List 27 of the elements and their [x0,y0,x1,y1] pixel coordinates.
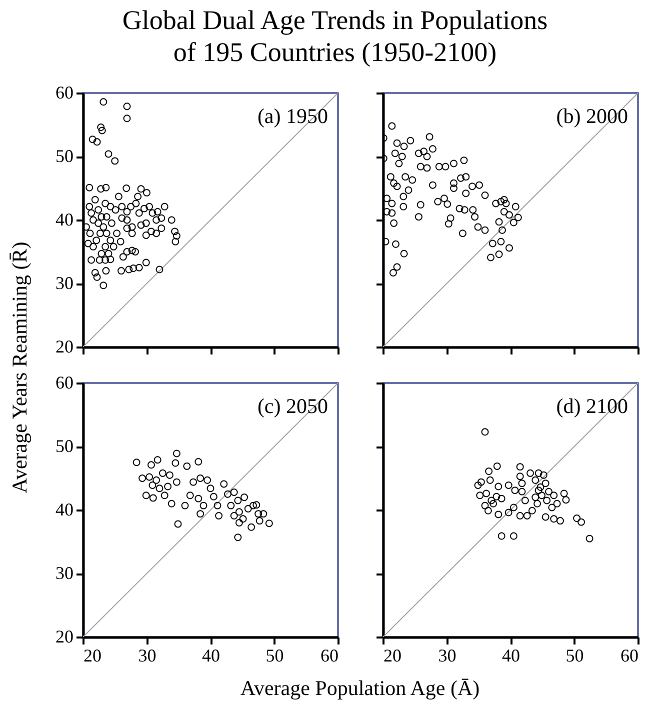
x-tick-label: 50 [266,646,284,666]
x-tick-label: 60 [620,646,638,666]
y-tick-label: 20 [56,626,74,646]
x-tick-label: 60 [320,646,338,666]
y-tick-label: 30 [56,273,74,293]
y-tick-label: 50 [56,436,74,456]
y-tick-label: 60 [56,82,74,102]
chart-title: Global Dual Age Trends in Populations of 195 Countries (1950-2100) [121,4,549,68]
annotation: (d) 2100 [556,394,628,418]
x-tick-label: 40 [502,646,520,666]
x-tick-label: 30 [138,646,156,666]
x-axis-title: Average Population Age (Ā) [239,676,481,701]
y-tick-label: 50 [56,146,74,166]
y-axis-title: Average Years Reamining (R̄) [8,240,32,496]
x-tick-label: 40 [202,646,220,666]
x-tick-label: 30 [438,646,456,666]
y-tick-label: 20 [56,336,74,356]
x-tick-label: 50 [566,646,584,666]
y-tick-label: 30 [56,563,74,583]
x-tick-label: 20 [84,646,102,666]
annotation: (a) 1950 [257,104,328,128]
annotation: (c) 2050 [257,394,328,418]
x-tick-label: 20 [384,646,402,666]
y-tick-label: 40 [56,500,74,520]
y-tick-label: 40 [56,210,74,230]
annotation: (b) 2000 [556,104,628,128]
y-tick-label: 60 [56,372,74,392]
